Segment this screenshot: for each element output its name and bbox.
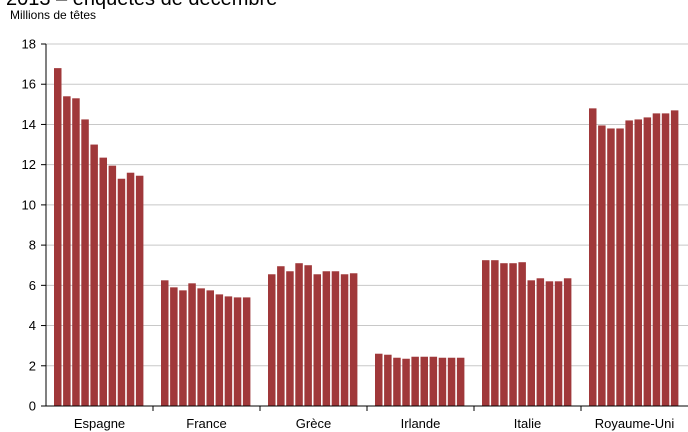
bar <box>242 297 251 406</box>
bar <box>54 68 62 406</box>
bar <box>563 278 572 406</box>
y-tick-label: 12 <box>22 157 36 172</box>
bar <box>188 283 196 406</box>
x-category-label: France <box>186 416 226 431</box>
bar <box>322 271 331 406</box>
bar <box>518 262 526 406</box>
bar <box>81 119 89 407</box>
bar <box>634 119 642 407</box>
y-tick-label: 18 <box>22 37 36 52</box>
bar <box>536 278 545 406</box>
x-category-label: Grèce <box>296 416 331 431</box>
axis-labels: 0 2 4 6 8 10 12 14 16 18 Espagne France Grèce Irlande… <box>22 37 675 432</box>
bar <box>277 266 285 406</box>
y-tick-label: 10 <box>22 197 36 212</box>
bar <box>126 172 135 406</box>
y-tick-label: 0 <box>29 399 36 414</box>
bar <box>286 271 294 406</box>
bar <box>607 128 615 406</box>
bar <box>349 273 358 406</box>
x-category-label: Irlande <box>401 416 441 431</box>
bar <box>233 297 242 406</box>
bar <box>447 357 456 406</box>
bar <box>72 98 80 407</box>
bar <box>438 357 447 406</box>
y-tick-label: 2 <box>29 358 36 373</box>
bar <box>554 281 563 406</box>
bar <box>313 274 321 406</box>
bars <box>54 68 679 407</box>
axes <box>41 43 688 411</box>
bar <box>340 274 349 406</box>
bar <box>90 144 98 406</box>
bar <box>589 108 597 407</box>
bar <box>295 263 303 406</box>
y-tick-label: 8 <box>29 238 36 253</box>
bar <box>429 356 438 406</box>
chart-title: 2013 – enquêtes de décembre <box>6 0 277 11</box>
x-category-label: Royaume-Uni <box>595 416 675 431</box>
y-tick-label: 14 <box>22 117 36 132</box>
bar <box>197 288 205 406</box>
bar <box>616 128 624 406</box>
y-axis-unit-label: Millions de têtes <box>10 8 97 22</box>
bar <box>304 265 312 406</box>
bar <box>161 280 169 406</box>
bar <box>63 96 71 406</box>
gridlines <box>46 43 688 367</box>
x-category-label: Espagne <box>74 416 125 431</box>
bar <box>527 280 535 406</box>
y-tick-label: 6 <box>29 278 36 293</box>
bar <box>206 290 214 406</box>
bar <box>456 357 465 406</box>
x-category-label: Italie <box>514 416 541 431</box>
bar <box>108 165 117 406</box>
bar <box>509 263 517 406</box>
bar <box>117 178 126 406</box>
bar <box>170 287 178 406</box>
bar <box>99 157 107 406</box>
bar <box>135 175 144 406</box>
bar <box>411 356 419 406</box>
bar <box>420 356 428 406</box>
bar <box>331 271 340 406</box>
bar <box>375 353 383 406</box>
bar <box>215 294 224 406</box>
bar <box>598 125 606 406</box>
bar <box>482 260 490 406</box>
bar <box>545 281 554 406</box>
bar <box>402 358 410 406</box>
bar <box>643 117 652 406</box>
y-tick-label: 16 <box>22 77 36 92</box>
y-tick-label: 4 <box>29 318 36 333</box>
bar <box>384 354 392 406</box>
bar <box>268 274 276 406</box>
bar <box>224 296 233 406</box>
bar <box>661 113 670 406</box>
bar <box>670 110 679 407</box>
bar <box>625 120 633 407</box>
bar <box>179 290 187 406</box>
bar <box>500 263 508 406</box>
bar <box>491 260 499 406</box>
bar <box>652 113 661 406</box>
bar <box>393 357 401 406</box>
